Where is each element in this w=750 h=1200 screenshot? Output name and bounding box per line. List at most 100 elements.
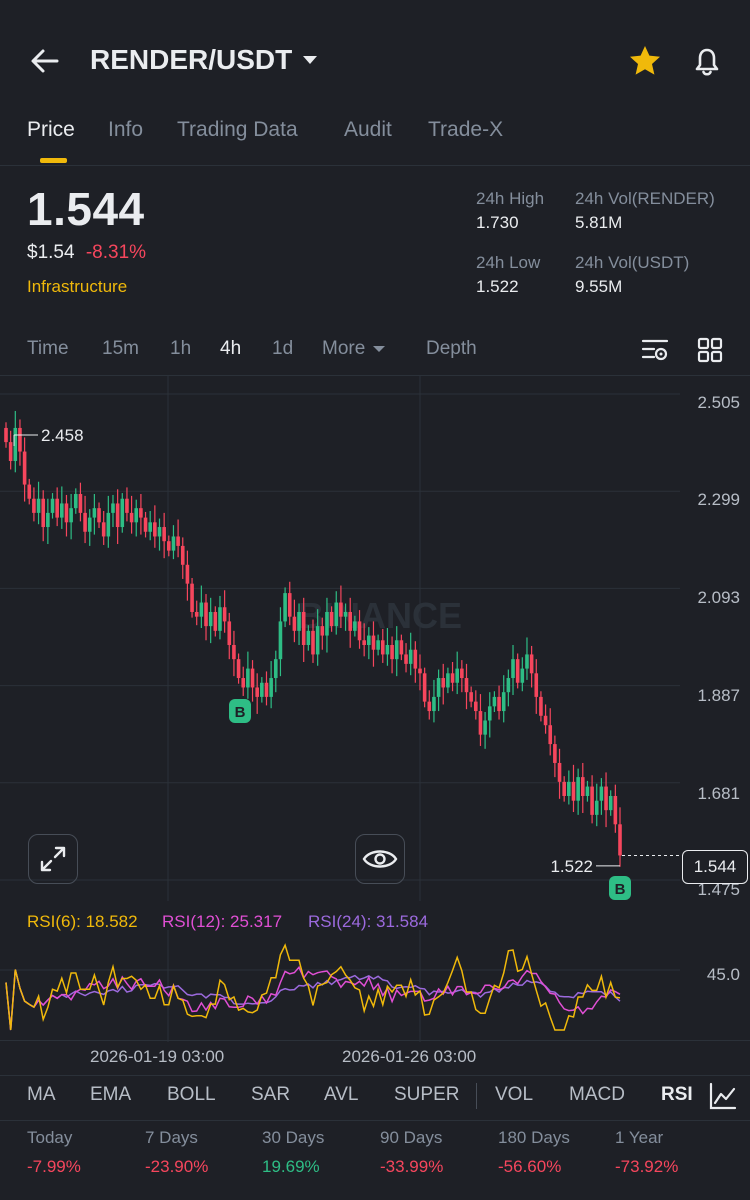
category-tag[interactable]: Infrastructure (27, 277, 128, 296)
candle-body (553, 744, 557, 763)
tab-price[interactable]: Price (27, 118, 75, 141)
low-label: 24h Low (476, 253, 541, 272)
back-button[interactable] (28, 44, 62, 78)
candle-body (167, 541, 171, 551)
favorite-button[interactable] (626, 42, 664, 80)
y-tick-label: 1.887 (697, 686, 740, 705)
indicator-super[interactable]: SUPER (394, 1084, 460, 1105)
candle-body (590, 786, 594, 815)
candle-body (464, 678, 469, 693)
candle-body (278, 621, 283, 660)
candle-body (390, 645, 394, 660)
candle-body (362, 640, 366, 645)
fullscreen-button[interactable] (28, 834, 78, 884)
candle-body (520, 668, 525, 683)
candle-body (55, 498, 59, 518)
y-tick-label: 1.475 (697, 880, 740, 899)
candle-body (143, 517, 148, 532)
interval-15m[interactable]: 15m (102, 338, 139, 359)
indicator-sar[interactable]: SAR (251, 1084, 291, 1105)
tab-trading-data[interactable]: Trading Data (177, 118, 298, 141)
candle-body (548, 725, 553, 745)
indicator-settings-button[interactable] (708, 1081, 738, 1111)
price-change: -8.31% (85, 242, 147, 263)
rsi24-value: 31.584 (376, 912, 429, 931)
alert-button[interactable] (688, 42, 726, 80)
candle-body (64, 503, 69, 523)
candle-body (483, 720, 487, 735)
candle-body (292, 616, 297, 631)
indicator-ma[interactable]: MA (27, 1084, 56, 1105)
candle-body (4, 427, 8, 443)
visibility-button[interactable] (355, 834, 405, 884)
current-price-tag[interactable]: 1.544 (682, 850, 748, 884)
tab-audit[interactable]: Audit (344, 118, 392, 141)
perf-value-90d: -33.99% (380, 1157, 444, 1176)
candle-body (199, 602, 204, 617)
candle-body (436, 678, 441, 697)
candle-body (367, 635, 371, 645)
chart-settings-button[interactable] (640, 336, 670, 364)
indicator-avl[interactable]: AVL (324, 1084, 359, 1105)
perf-value-1y: -73.92% (615, 1157, 679, 1176)
candle-body (618, 824, 622, 856)
candle-body (213, 611, 218, 631)
indicator-boll[interactable]: BOLL (167, 1084, 216, 1105)
interval-1d[interactable]: 1d (272, 338, 294, 359)
vol-quote-label: 24h Vol(USDT) (575, 253, 690, 272)
candle-body (83, 512, 87, 532)
candle-body (92, 508, 97, 518)
candle-body (227, 621, 232, 645)
candle-body (320, 626, 325, 636)
candle-body (497, 696, 501, 712)
tab-trade-x[interactable]: Trade-X (428, 118, 504, 141)
candle-body (287, 593, 292, 617)
indicator-macd[interactable]: MACD (569, 1084, 625, 1105)
indicator-divider-bottom (0, 1120, 750, 1121)
candle-body (315, 626, 320, 655)
interval-depth[interactable]: Depth (426, 338, 477, 359)
interval-1h[interactable]: 1h (170, 338, 192, 359)
candle-body (190, 583, 194, 612)
candle-body (474, 701, 478, 712)
candle-body (427, 701, 432, 712)
expand-icon (40, 846, 66, 872)
candle-body (404, 654, 408, 664)
rsi-axis-label: 45.0 (706, 965, 740, 984)
layout-grid-button[interactable] (696, 336, 724, 364)
perf-label-180d: 180 Days (498, 1128, 570, 1147)
candle-body (297, 611, 301, 631)
high-label: 24h High (476, 189, 545, 208)
candle-body (376, 640, 380, 650)
interval-more[interactable]: More (322, 338, 387, 360)
interval-time[interactable]: Time (27, 338, 69, 359)
candle-body (246, 668, 250, 688)
candle-body (408, 649, 413, 664)
y-tick-label: 1.681 (697, 784, 740, 803)
candle-body (22, 451, 27, 485)
tab-info[interactable]: Info (108, 118, 144, 141)
candle-body (534, 673, 539, 697)
pair-title: RENDER/USDT (90, 44, 293, 75)
candles (4, 410, 622, 867)
indicator-ema[interactable]: EMA (90, 1084, 132, 1105)
candle-body (18, 427, 22, 452)
candle-body (529, 654, 534, 674)
indicator-rsi[interactable]: RSI (661, 1084, 693, 1105)
candle-body (506, 678, 511, 693)
candle-body (334, 602, 339, 627)
candle-body (153, 522, 157, 537)
candle-body (306, 630, 311, 645)
candle-body (469, 692, 473, 702)
candle-body (208, 611, 213, 627)
candle-body (222, 607, 227, 622)
candle-body (329, 611, 334, 627)
candle-body (432, 696, 436, 712)
candle-body (599, 786, 604, 801)
indicator-vol[interactable]: VOL (495, 1084, 534, 1105)
candle-body (176, 536, 180, 546)
candle-body (162, 527, 166, 542)
interval-4h[interactable]: 4h (220, 338, 242, 359)
pair-selector[interactable]: RENDER/USDT (90, 44, 320, 76)
